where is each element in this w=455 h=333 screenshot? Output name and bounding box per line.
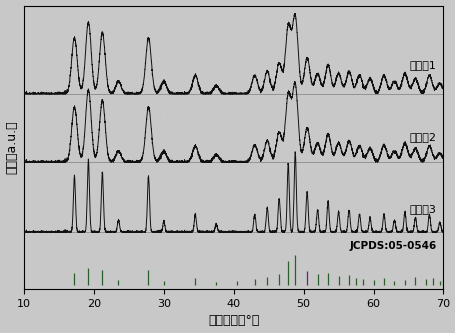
Text: 实施例1: 实施例1	[409, 60, 435, 70]
Text: JCPDS:05-0546: JCPDS:05-0546	[349, 241, 435, 251]
Y-axis label: 强度（a.u.）: 强度（a.u.）	[5, 121, 19, 174]
Text: 实施例3: 实施例3	[409, 204, 435, 214]
X-axis label: 衰射角度（°）: 衰射角度（°）	[207, 314, 259, 327]
Text: 实施例2: 实施例2	[409, 132, 435, 142]
